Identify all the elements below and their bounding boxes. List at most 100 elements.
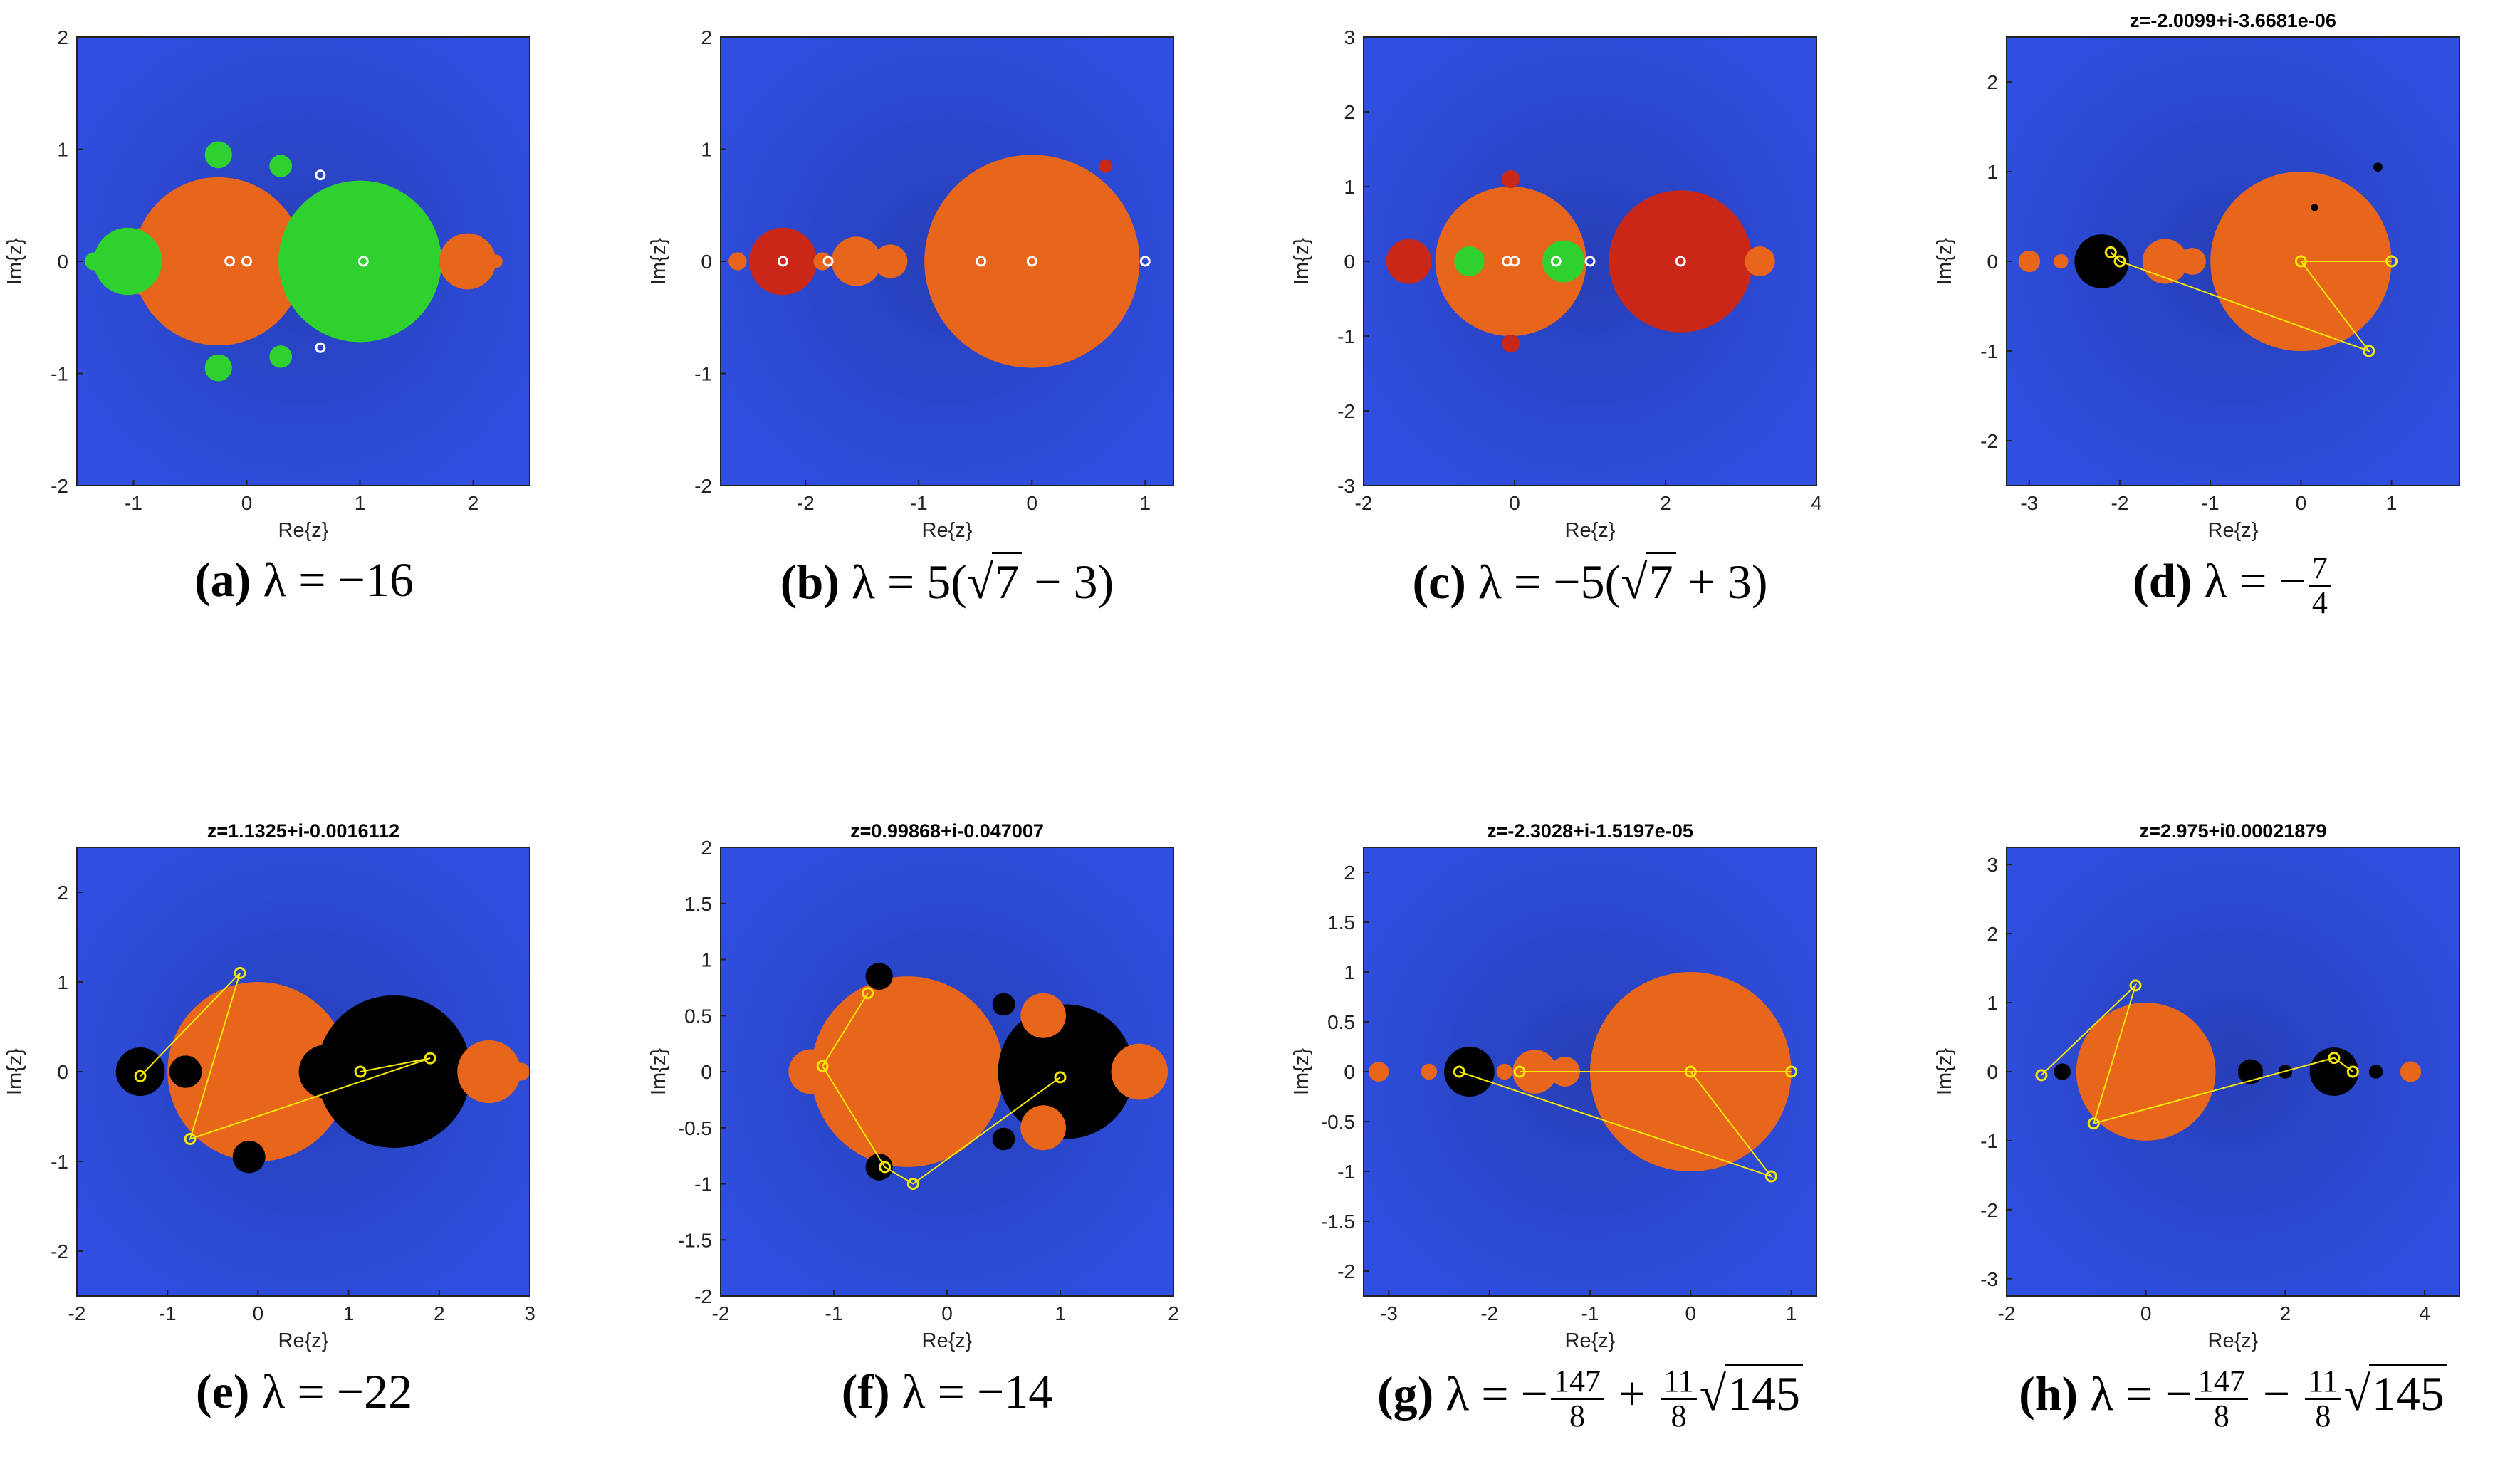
- fixed-point-marker: [1675, 256, 1686, 267]
- x-tick-label: -3: [2020, 492, 2038, 514]
- basin-black: [865, 963, 893, 990]
- basin-orange: [728, 252, 747, 271]
- x-tick-label: -2: [2111, 492, 2129, 514]
- basin-orange: [1020, 993, 1066, 1038]
- orbit-point: [1764, 1170, 1777, 1183]
- x-tick-label: 0: [941, 1302, 953, 1324]
- plot-title: z=-2.0099+i-3.6681e-06: [2130, 10, 2336, 31]
- basin-black: [317, 995, 471, 1149]
- axes-frame: [1363, 847, 1817, 1297]
- y-tick-label: 1: [1344, 961, 1355, 983]
- y-tick-label: 1: [1987, 992, 1998, 1014]
- basin-red: [1386, 239, 1432, 284]
- caption-g: (g) λ = −147 8 + 11 8 √145: [1319, 1364, 1861, 1433]
- x-tick-label: 2: [468, 492, 479, 514]
- y-axis-label: Im{z}: [647, 1048, 670, 1095]
- x-tick-label: -3: [1380, 1302, 1398, 1324]
- basin-black: [2278, 1065, 2293, 1079]
- basin-red: [1609, 190, 1752, 333]
- x-axis-label: Re{z}: [2208, 519, 2259, 542]
- plot-title: z=-2.3028+i-1.5197e-05: [1487, 820, 1693, 842]
- fixed-point-marker: [976, 256, 987, 267]
- axes-frame: [1363, 36, 1817, 486]
- y-axis-label: Im{z}: [1290, 238, 1313, 285]
- x-tick-label: -2: [797, 492, 815, 514]
- y-tick-label: -2: [51, 1240, 68, 1263]
- x-tick-label: 3: [524, 1302, 535, 1324]
- y-tick-label: -1: [51, 363, 68, 385]
- basin-green: [93, 227, 162, 296]
- plot-background: [77, 37, 530, 486]
- axes-frame: [720, 847, 1174, 1297]
- x-tick-label: 2: [434, 1302, 445, 1324]
- axes-frame: [76, 847, 530, 1297]
- y-tick-label: 2: [1987, 923, 1998, 945]
- fixed-point-marker: [315, 342, 326, 353]
- y-tick-label: -2: [694, 475, 712, 497]
- basin-orange: [924, 155, 1140, 368]
- orbit-point: [2113, 255, 2126, 268]
- orbit-point: [2087, 1117, 2100, 1130]
- x-tick-label: 1: [2386, 492, 2398, 514]
- orbit-path: [2041, 983, 2353, 1125]
- y-tick-label: -1: [51, 1151, 68, 1173]
- y-tick-label: 2: [701, 837, 712, 859]
- basin-orange: [1512, 1050, 1557, 1094]
- x-tick-label: -2: [1998, 1302, 2016, 1324]
- orbit-point: [2035, 1069, 2048, 1082]
- y-tick-label: 1: [701, 949, 712, 971]
- orbit-point: [879, 1161, 892, 1174]
- y-tick-label: 3: [1344, 26, 1355, 48]
- y-tick-label: 1: [57, 139, 68, 161]
- fixed-point-marker: [1509, 256, 1520, 267]
- x-tick-label: -1: [159, 1302, 177, 1324]
- orbit-point: [862, 987, 874, 1000]
- basin-red: [1099, 159, 1113, 173]
- y-tick-label: -2: [1337, 1260, 1355, 1282]
- basin-orange: [811, 976, 1004, 1167]
- caption-b: (b) λ = 5(√7 − 3): [676, 552, 1218, 610]
- basin-orange: [1590, 972, 1792, 1171]
- fixed-point-marker: [1584, 256, 1596, 267]
- axes-frame: [2006, 847, 2460, 1297]
- orbit-path: [1458, 1071, 1792, 1178]
- basin-orange: [2054, 253, 2069, 269]
- orbit-point: [184, 1133, 197, 1145]
- y-tick-label: 0: [1987, 1061, 1998, 1083]
- x-tick-label: 2: [2280, 1302, 2291, 1324]
- fixed-point-marker: [1550, 256, 1562, 267]
- y-axis-label: Im{z}: [4, 238, 26, 285]
- y-tick-label: 0.5: [684, 1005, 712, 1027]
- plot-background: [1364, 847, 1816, 1296]
- basin-black: [1444, 1047, 1495, 1097]
- x-axis-label: Re{z}: [278, 1329, 329, 1352]
- fixed-point-marker: [224, 256, 236, 267]
- basin-orange: [2400, 1061, 2422, 1082]
- y-tick-label: 2: [1344, 101, 1355, 123]
- basin-orange: [1549, 1057, 1580, 1087]
- orbit-point: [1054, 1071, 1067, 1084]
- x-tick-label: -1: [825, 1302, 843, 1324]
- x-axis-label: Re{z}: [922, 1329, 973, 1352]
- y-tick-label: 1: [701, 139, 712, 161]
- orbit-point: [2385, 255, 2398, 268]
- basin-orange: [927, 248, 956, 275]
- y-tick-label: 2: [57, 26, 68, 48]
- orbit-point: [354, 1065, 367, 1078]
- y-tick-label: 3: [1987, 854, 1998, 876]
- orbit-point: [134, 1070, 147, 1082]
- x-tick-label: 0: [1685, 1302, 1697, 1324]
- basin-red: [1501, 334, 1520, 353]
- y-axis-label: Im{z}: [647, 238, 670, 285]
- fixed-point-marker: [1139, 256, 1151, 267]
- x-tick-label: 2: [1660, 492, 1671, 514]
- y-tick-label: -2: [1980, 430, 1998, 452]
- y-tick-label: -1: [694, 363, 712, 385]
- basin-orange: [831, 236, 882, 286]
- y-tick-label: -2: [1980, 1199, 1998, 1221]
- y-axis-label: Im{z}: [1933, 1048, 1956, 1095]
- basin-green: [1454, 246, 1485, 276]
- plot-background: [1364, 37, 1816, 486]
